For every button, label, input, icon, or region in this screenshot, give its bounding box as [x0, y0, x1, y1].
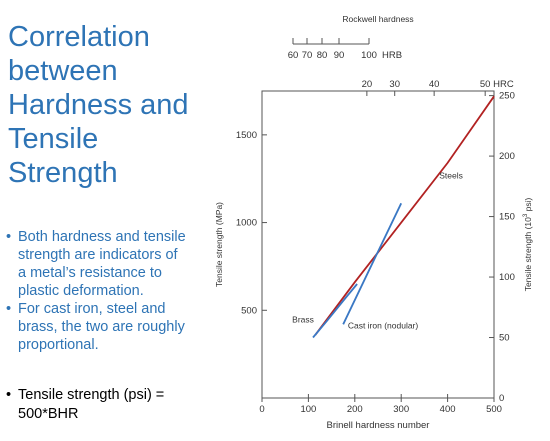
- hrb-label: HRB: [382, 50, 402, 61]
- x-tick-label: 300: [393, 404, 409, 415]
- hrb-tick-label: 100: [361, 50, 377, 61]
- y-left-axis-label: Tensile strength (MPa): [214, 202, 224, 287]
- y-right-label-main: Tensile strength (10: [523, 217, 533, 291]
- y-left-tick-label: 1500: [236, 130, 257, 141]
- x-axis-label: Brinell hardness number: [327, 420, 430, 431]
- bullet-line: a metal’s resistance to: [18, 265, 162, 281]
- title-line: Hardness and: [8, 89, 189, 121]
- bullet-item: • For cast iron, steel and brass, the two …: [4, 300, 216, 354]
- hrc-label: HRC: [493, 79, 514, 90]
- rockwell-title: Rockwell hardness: [342, 14, 413, 24]
- annotation-label: Brass: [292, 315, 314, 325]
- y-right-axis-label: Tensile strength (103 psi): [523, 198, 533, 292]
- title-line: Strength: [8, 157, 118, 189]
- formula-note: • Tensile strength (psi) = 500*BHR: [4, 386, 214, 424]
- slide-title: Correlation between Hardness and Tensile Str…: [8, 20, 223, 190]
- y-left-tick-label: 500: [241, 305, 257, 316]
- y-right-tick-label: 200: [499, 151, 515, 162]
- bullet-dot: •: [6, 229, 12, 245]
- y-right-tick-label: 0: [499, 393, 504, 404]
- y-right-tick-label: 250: [499, 91, 515, 102]
- y-right-tick-label: 150: [499, 212, 515, 223]
- hrb-tick-label: 60: [288, 50, 299, 61]
- formula-line: 500*BHR: [18, 406, 79, 422]
- title-line: between: [8, 55, 118, 87]
- hrc-tick-label: 30: [389, 79, 400, 90]
- hrb-tick-label: 70: [302, 50, 313, 61]
- x-tick-label: 100: [300, 404, 316, 415]
- annotation-label: Steels: [439, 171, 463, 181]
- y-right-tick-label: 100: [499, 272, 515, 283]
- annotation-label: Cast iron (nodular): [348, 321, 419, 331]
- x-tick-label: 400: [440, 404, 456, 415]
- series-line-steels: [314, 95, 495, 336]
- bullet-dot: •: [6, 301, 12, 317]
- bullet-line: Both hardness and tensile: [18, 229, 186, 245]
- bullet-line: proportional.: [18, 337, 99, 353]
- bullet-line: For cast iron, steel and: [18, 301, 166, 317]
- series-line-brass: [312, 283, 358, 339]
- hrc-tick-label: 50: [480, 79, 491, 90]
- y-right-label-sup: 3: [523, 213, 529, 217]
- bullet-dot: •: [6, 387, 12, 403]
- x-tick-label: 500: [486, 404, 502, 415]
- bullet-line: strength are indicators of: [18, 247, 178, 263]
- y-right-tick-label: 50: [499, 333, 510, 344]
- series-line-cast-iron-nodular: [342, 202, 403, 325]
- bullet-line: plastic deformation.: [18, 283, 144, 299]
- bullet-item: • Both hardness and tensile strength are i…: [4, 228, 216, 300]
- formula-line: Tensile strength (psi) =: [18, 387, 165, 403]
- hrb-tick-label: 80: [317, 50, 328, 61]
- hrb-tick-label: 90: [334, 50, 345, 61]
- y-left-tick-label: 1000: [236, 218, 257, 229]
- x-tick-label: 0: [259, 404, 264, 415]
- y-right-label-end: psi): [523, 198, 533, 214]
- formula-bullet: • Tensile strength (psi) = 500*BHR: [4, 386, 214, 424]
- plot-frame: [261, 90, 495, 399]
- hrc-tick-label: 20: [362, 79, 373, 90]
- title-line: Tensile: [8, 123, 99, 155]
- title-line: Correlation: [8, 21, 150, 53]
- hrc-tick-label: 40: [429, 79, 440, 90]
- x-tick-label: 200: [347, 404, 363, 415]
- bullet-line: brass, the two are roughly: [18, 319, 185, 335]
- bullet-list: • Both hardness and tensile strength are i…: [4, 228, 216, 354]
